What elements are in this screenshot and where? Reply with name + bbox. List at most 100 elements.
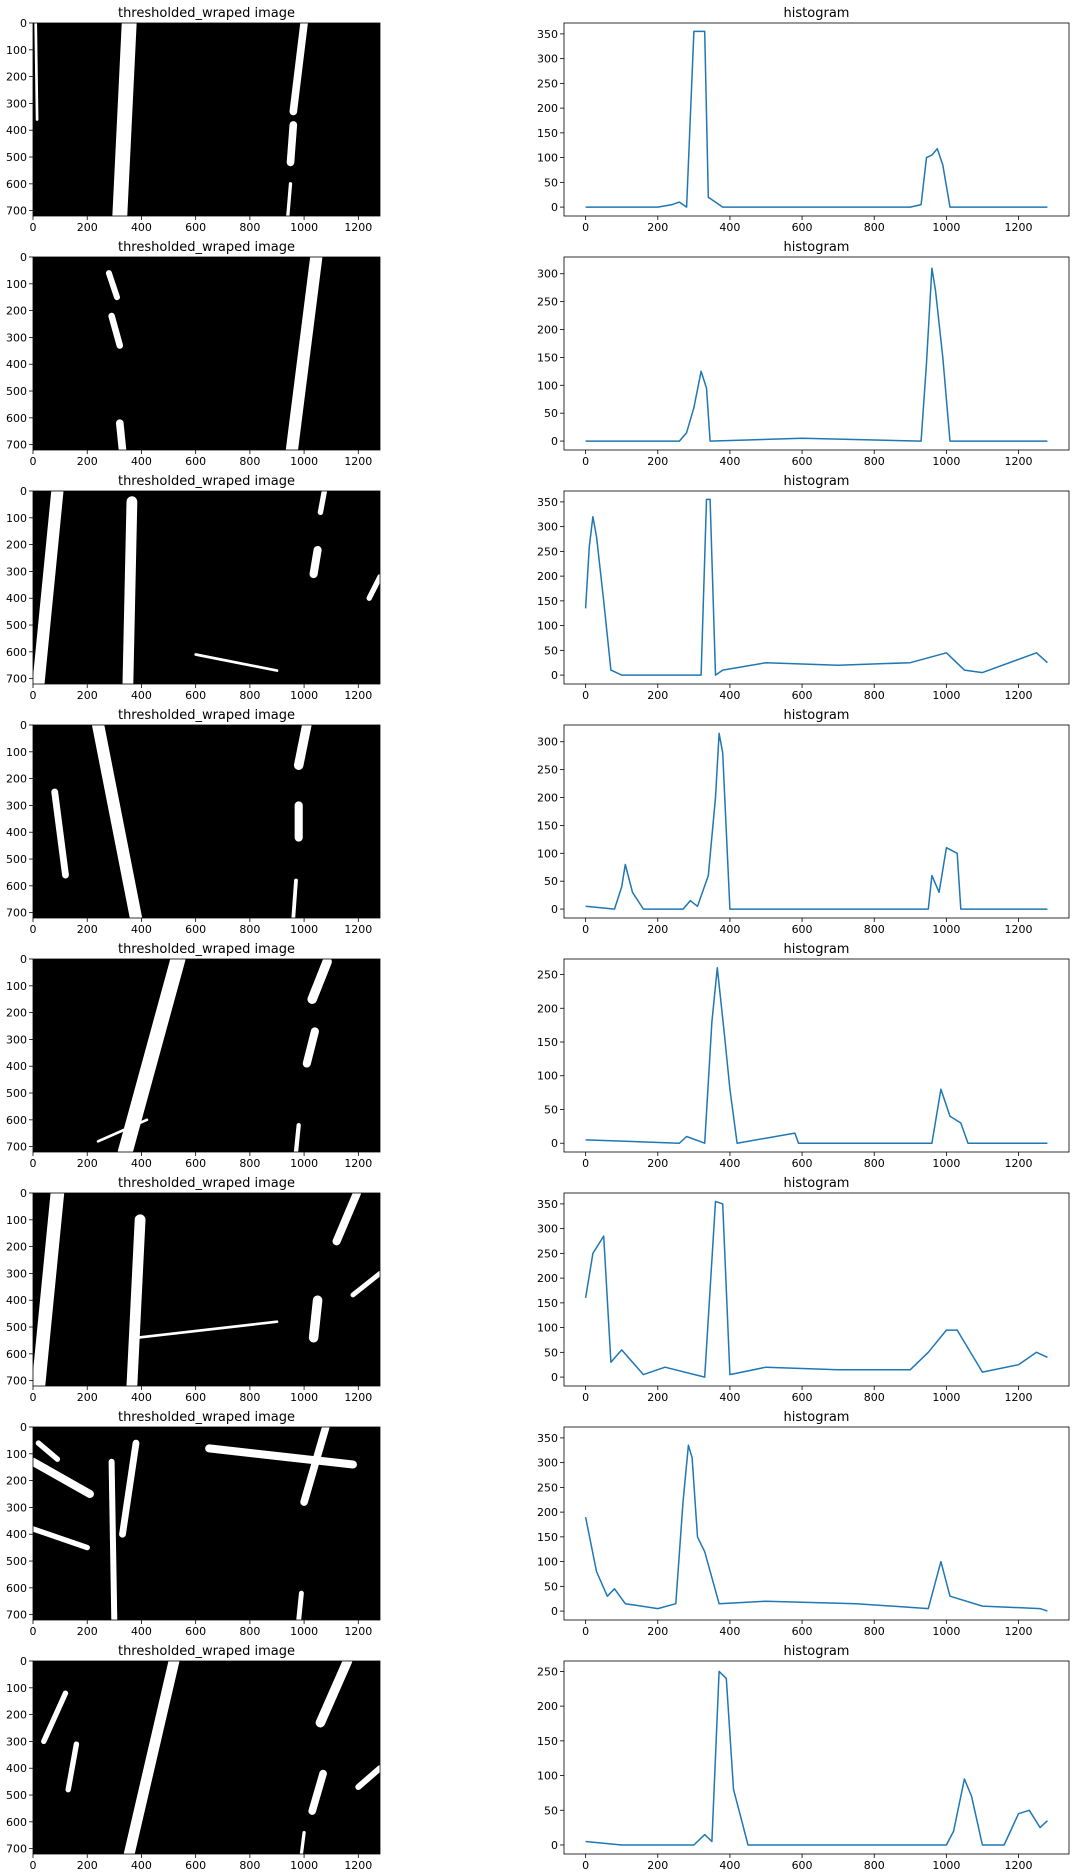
x-tick-label: 600	[792, 1625, 813, 1638]
y-tick-label: 300	[6, 565, 27, 578]
y-tick-label: 300	[6, 1267, 27, 1280]
x-tick-label: 800	[239, 1625, 260, 1638]
y-tick-label: 200	[6, 1241, 27, 1254]
image-background	[33, 725, 380, 918]
x-tick-label: 600	[185, 1157, 206, 1170]
image-frame	[32, 958, 381, 1153]
y-tick-label: 200	[6, 1709, 27, 1722]
x-tick-label: 1200	[344, 455, 372, 468]
x-tick-label: 800	[864, 1625, 885, 1638]
y-tick-label: 0	[551, 669, 558, 682]
histogram-title: histogram	[784, 6, 850, 21]
x-tick-label: 0	[30, 455, 37, 468]
image-background	[33, 959, 380, 1152]
y-tick-label: 300	[6, 1033, 27, 1046]
lane-pixel-region-6	[65, 1741, 80, 1793]
x-tick-label: 400	[131, 689, 152, 702]
y-tick-label: 400	[6, 124, 27, 137]
y-tick-label: 100	[6, 278, 27, 291]
x-tick-label: 0	[30, 1625, 37, 1638]
lane-pixel-region-3	[286, 121, 298, 167]
y-tick-label: 200	[537, 570, 558, 583]
x-tick-label: 800	[239, 1157, 260, 1170]
x-tick-label: 1200	[1005, 221, 1033, 234]
x-tick-label: 600	[792, 923, 813, 936]
histogram-line	[584, 498, 1048, 676]
x-tick-label: 600	[185, 1391, 206, 1404]
x-tick-label: 1000	[932, 923, 960, 936]
x-tick-label: 200	[647, 1859, 668, 1872]
y-tick-label: 150	[537, 595, 558, 608]
histogram-line	[584, 1200, 1048, 1378]
y-tick-label: 200	[6, 71, 27, 84]
x-tick-label: 800	[864, 1391, 885, 1404]
x-tick-label: 0	[582, 1859, 589, 1872]
image-title: thresholded_wraped image	[118, 1644, 295, 1659]
x-tick-label: 1200	[1005, 455, 1033, 468]
y-tick-label: 300	[6, 799, 27, 812]
x-tick-label: 0	[582, 221, 589, 234]
x-tick-label: 0	[30, 1391, 37, 1404]
x-tick-label: 1000	[932, 1391, 960, 1404]
x-tick-label: 1000	[290, 923, 318, 936]
x-tick-label: 1000	[932, 1625, 960, 1638]
image-title: thresholded_wraped image	[118, 1176, 295, 1191]
lane-pixel-region-4	[317, 491, 328, 516]
histogram-title: histogram	[784, 1410, 850, 1425]
x-tick-label: 600	[185, 455, 206, 468]
y-tick-label: 300	[6, 97, 27, 110]
lane-pixel-region-2	[126, 1214, 146, 1386]
lane-pixel-region-2	[108, 312, 124, 349]
histogram-panel-2: histogram 0 200 400 600 800 1000 1200 0 50 100 150 2…	[537, 240, 1070, 468]
image-title: thresholded_wraped image	[118, 6, 295, 21]
lane-pixel-region-4	[308, 1295, 323, 1343]
y-tick-label: 100	[537, 1070, 558, 1083]
histogram-panel-8: histogram 0 200 400 600 800 1000 1200 0 50 100 150 2…	[537, 1644, 1070, 1872]
x-tick-label: 200	[77, 1625, 98, 1638]
y-tick-label: 700	[6, 439, 27, 452]
histogram-panel-7: histogram 0 200 400 600 800 1000 1200 0 50 100 150 2…	[537, 1410, 1070, 1638]
histogram-line	[585, 30, 1048, 208]
histogram-line	[585, 967, 1048, 1144]
y-tick-label: 200	[6, 1475, 27, 1488]
x-tick-label: 0	[30, 689, 37, 702]
x-tick-label: 600	[185, 221, 206, 234]
y-tick-label: 500	[6, 1321, 27, 1334]
y-tick-label: 200	[6, 539, 27, 552]
x-tick-label: 400	[719, 221, 740, 234]
y-tick-label: 500	[6, 1087, 27, 1100]
y-tick-label: 700	[6, 205, 27, 218]
x-tick-label: 400	[719, 1157, 740, 1170]
y-tick-label: 100	[537, 152, 558, 165]
histogram-frame	[563, 1192, 1070, 1387]
image-background	[33, 491, 380, 684]
x-tick-label: 800	[864, 455, 885, 468]
y-tick-label: 500	[6, 151, 27, 164]
image-frame	[32, 22, 381, 217]
histogram-panel-3: histogram 0 200 400 600 800 1000 1200 0 50 100 150 2…	[537, 474, 1070, 702]
y-tick-label: 100	[537, 1322, 558, 1335]
histogram-title: histogram	[784, 1176, 850, 1191]
x-tick-label: 800	[239, 455, 260, 468]
y-tick-label: 600	[6, 1348, 27, 1361]
x-tick-label: 0	[30, 923, 37, 936]
x-tick-label: 400	[131, 1625, 152, 1638]
x-tick-label: 200	[647, 689, 668, 702]
x-tick-label: 800	[864, 221, 885, 234]
y-tick-label: 50	[544, 875, 558, 888]
lane-pixel-region-3	[308, 1769, 327, 1815]
histogram-frame	[563, 1426, 1070, 1621]
y-tick-label: 500	[6, 853, 27, 866]
x-tick-label: 600	[792, 1859, 813, 1872]
y-tick-label: 200	[537, 102, 558, 115]
image-background	[33, 1193, 380, 1386]
x-tick-label: 600	[792, 1391, 813, 1404]
x-tick-label: 1200	[344, 1625, 372, 1638]
y-tick-label: 300	[537, 53, 558, 66]
y-tick-label: 300	[6, 1735, 27, 1748]
x-tick-label: 1200	[1005, 923, 1033, 936]
y-tick-label: 200	[537, 1700, 558, 1713]
x-tick-label: 400	[719, 1625, 740, 1638]
lane-pixel-region-5	[34, 23, 39, 121]
x-tick-label: 0	[582, 923, 589, 936]
